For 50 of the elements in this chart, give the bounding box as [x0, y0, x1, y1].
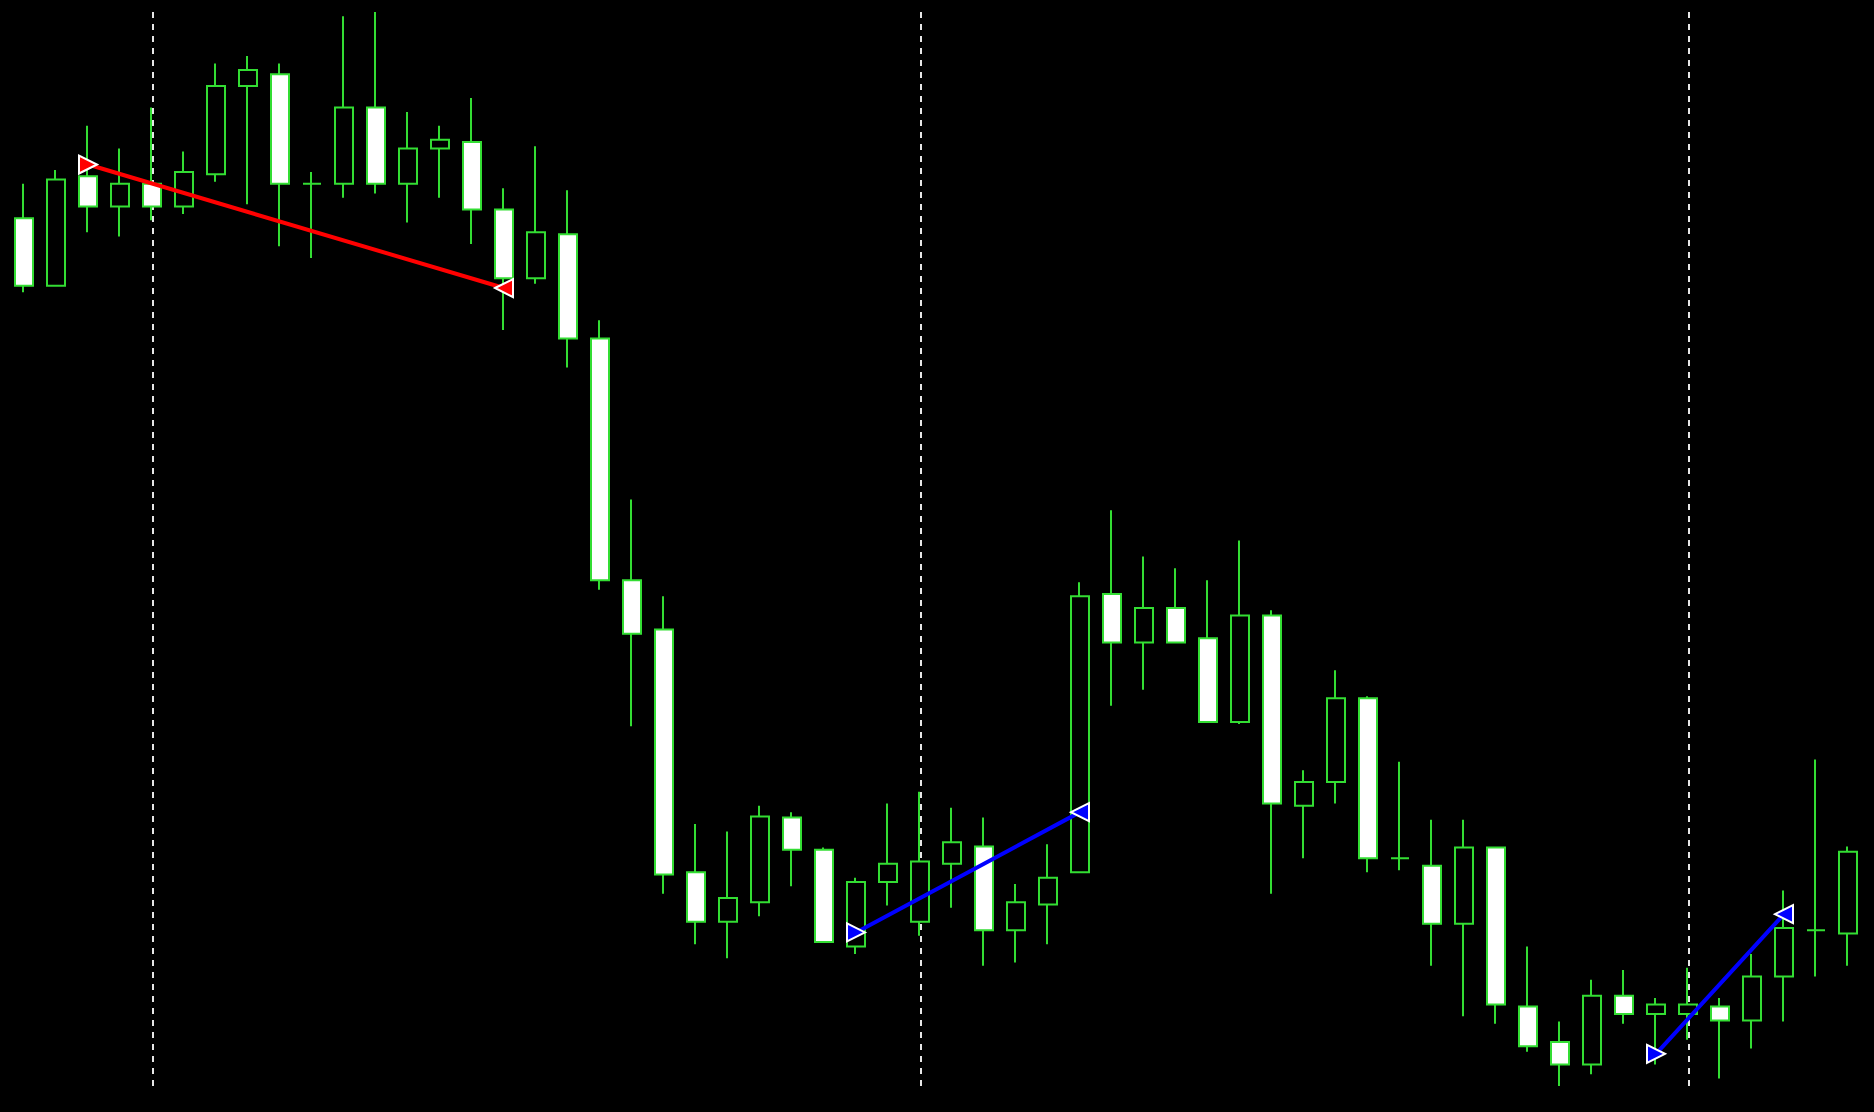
candlestick	[942, 806, 962, 909]
candlestick	[686, 822, 706, 946]
candlestick	[750, 804, 770, 918]
candlestick	[526, 145, 546, 285]
candlestick	[462, 96, 482, 245]
candlestick	[1262, 609, 1282, 895]
candlestick	[1550, 1020, 1570, 1087]
candlestick	[1134, 555, 1154, 691]
candlestick	[1166, 567, 1186, 645]
candlestick	[1102, 509, 1122, 707]
candlestick	[430, 124, 450, 199]
candlestick	[1678, 966, 1698, 1041]
candlestick	[206, 62, 226, 183]
candlestick	[46, 168, 66, 287]
candlestick	[302, 171, 322, 259]
candlestick	[270, 62, 290, 248]
candlestick	[1454, 818, 1474, 1018]
candlestick	[1518, 945, 1538, 1053]
candlestick	[1326, 669, 1346, 805]
candlestick	[1742, 952, 1762, 1050]
candlestick	[1806, 758, 1826, 978]
candlestick	[1486, 846, 1506, 1025]
candlestick	[1710, 996, 1730, 1080]
candlestick	[1614, 969, 1634, 1025]
candlestick	[1838, 845, 1858, 967]
candlestick	[1230, 539, 1250, 726]
candlestick	[1582, 978, 1602, 1076]
candlestick	[14, 182, 34, 294]
candlestick	[1422, 818, 1442, 967]
candlestick	[1006, 883, 1026, 964]
candlestick	[814, 846, 834, 944]
candlestick	[590, 319, 610, 591]
candlestick	[1294, 769, 1314, 860]
candlestick	[1358, 695, 1378, 874]
candlestick	[718, 830, 738, 960]
candlestick	[1198, 579, 1218, 723]
candlestick	[622, 498, 642, 728]
candlestick	[398, 110, 418, 224]
candlestick	[654, 595, 674, 895]
candlestick	[1390, 760, 1410, 872]
candlestick	[238, 55, 258, 206]
candlestick	[1038, 843, 1058, 946]
candlestick	[334, 15, 354, 199]
candlestick	[974, 816, 994, 967]
candlestick	[366, 11, 386, 195]
candlestick	[910, 790, 930, 937]
candlestick	[558, 189, 578, 369]
candlestick	[782, 811, 802, 888]
candlestick	[878, 802, 898, 907]
candlestick	[110, 147, 130, 238]
